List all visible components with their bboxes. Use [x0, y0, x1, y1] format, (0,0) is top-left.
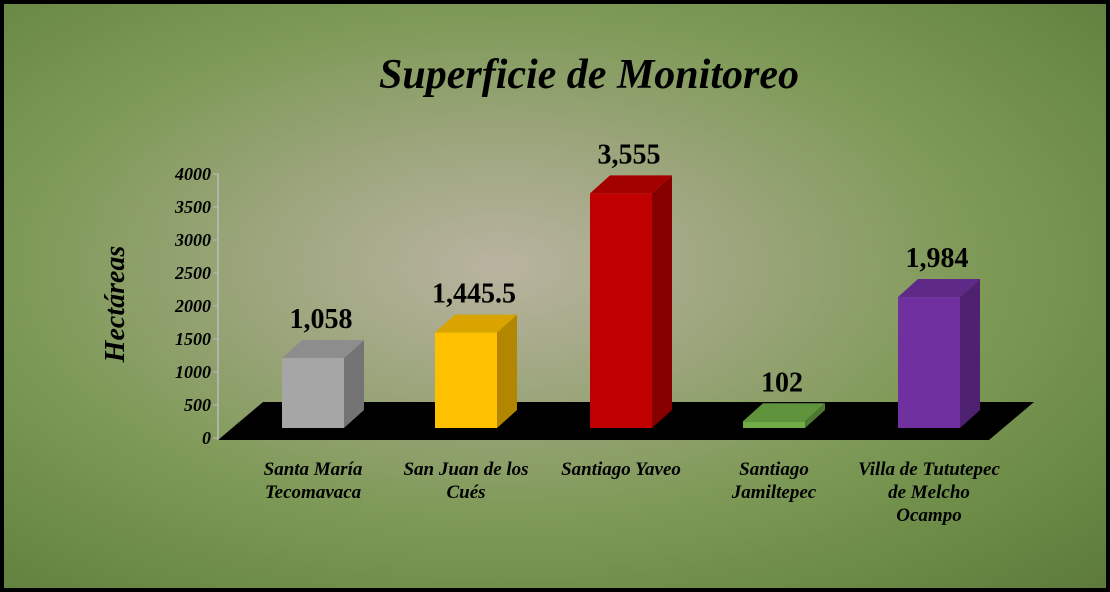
value-label: 3,555: [598, 139, 661, 170]
chart-frame: Superficie de Monitoreo Hectáreas 0 500 10…: [0, 0, 1110, 592]
x-tick-label: San Juan de los Cués: [391, 458, 541, 504]
bar-side: [960, 279, 980, 428]
value-label: 1,445.5: [432, 279, 516, 310]
y-tick-label: 1500: [175, 329, 211, 349]
value-label: 1,058: [290, 304, 353, 335]
chart-title: Superficie de Monitoreo: [379, 52, 799, 98]
y-tick-label: 3500: [174, 197, 211, 217]
bar-side: [652, 175, 672, 428]
y-axis-title: Hectáreas: [100, 246, 131, 364]
value-label: 102: [761, 367, 803, 398]
bar-side: [497, 315, 517, 428]
x-tick-label: Santa María Tecomavaca: [238, 458, 388, 504]
bar: [743, 421, 805, 428]
y-tick-label: 2000: [174, 296, 211, 316]
y-tick-label: 1000: [175, 362, 211, 382]
y-tick-label: 4000: [174, 164, 211, 184]
bar: [898, 297, 960, 428]
bar: [282, 358, 344, 428]
y-tick-label: 500: [184, 395, 211, 415]
x-tick-label: Santiago Yaveo: [546, 458, 696, 481]
bar: [590, 193, 652, 428]
y-tick-label: 0: [202, 428, 211, 448]
x-tick-label: Santiago Jamiltepec: [699, 458, 849, 504]
y-tick-label: 2500: [174, 263, 211, 283]
bar: [435, 333, 497, 428]
x-tick-label: Villa de Tututepec de Melcho Ocampo: [854, 458, 1004, 527]
y-tick-label: 3000: [174, 230, 211, 250]
value-label: 1,984: [906, 243, 969, 274]
